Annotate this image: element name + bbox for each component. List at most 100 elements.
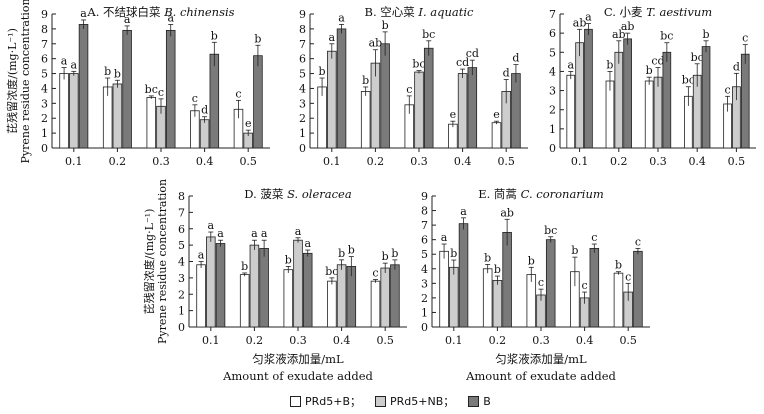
legend-label-b: B (483, 394, 491, 408)
x-tick-label-c: 0.5 (728, 155, 746, 168)
significance-letter-b: c (406, 83, 412, 96)
x-tick-label-e: 0.2 (489, 334, 507, 347)
significance-letter-d: a (251, 227, 258, 240)
bar-d (249, 244, 260, 328)
bar-d (196, 264, 206, 328)
x-tick-label-d: 0.1 (202, 334, 220, 347)
x-tick-label-a: 0.2 (109, 155, 127, 168)
x-tick-label-a: 0.5 (239, 155, 257, 168)
title-species-b: I. aquatic (417, 5, 474, 19)
significance-letter-d: b (285, 253, 292, 266)
bar-c (740, 53, 750, 149)
y-tick-label-c: 5 (549, 46, 556, 59)
significance-letter-a: a (71, 58, 78, 71)
legend-swatch-b (468, 395, 480, 407)
x-tick-label-d: 0.2 (246, 334, 264, 347)
y-tick-label-b: 0 (299, 142, 306, 155)
x-tick-label-a: 0.1 (65, 155, 83, 168)
bar-e (526, 274, 537, 328)
y-tick-label-a: 4 (41, 82, 48, 95)
y-tick-label-d: 3 (178, 272, 185, 285)
bar-c (605, 80, 615, 149)
y-tick-label-b: 5 (299, 68, 306, 81)
significance-letter-b: b (382, 19, 389, 32)
significance-letter-b: b (362, 74, 369, 87)
title-prefix-e: E. 茼蒿 (478, 187, 520, 201)
bar-d (206, 236, 216, 328)
bar-b (327, 50, 337, 149)
bar-b (360, 91, 371, 149)
y-tick-label-d: 6 (178, 223, 185, 236)
significance-letter-c: c (742, 32, 748, 45)
y-axis-label-cn-d: 芘残留浓度/(mg·L⁻¹) (142, 209, 156, 315)
legend-label-prd5-nb: PRd5+NB； (390, 395, 455, 408)
significance-letter-a: b (254, 32, 261, 45)
significance-letter-d: a (198, 249, 205, 262)
bar-d (380, 267, 390, 328)
y-tick-label-e: 0 (421, 321, 428, 334)
significance-letter-c: c (724, 83, 730, 96)
x-tick-label-b: 0.5 (497, 155, 515, 168)
significance-letter-d: b (338, 247, 345, 260)
title-species-c: T. aestivum (646, 5, 712, 19)
significance-letter-d: a (208, 219, 215, 232)
significance-letter-d: b (391, 247, 398, 260)
bar-c (566, 74, 576, 149)
bar-c (662, 51, 672, 149)
title-species-d: S. oleracea (287, 187, 352, 201)
bar-c (644, 80, 654, 149)
significance-letter-d: a (217, 227, 224, 240)
bar-a (78, 24, 89, 149)
significance-letter-c: bc (660, 30, 673, 43)
bar-e (458, 223, 469, 328)
significance-letter-e: a (441, 231, 448, 244)
chart-title-a: A. 不结球白菜 B. chinensis (86, 5, 234, 19)
legend-swatch-prd5-b (290, 395, 301, 407)
significance-letter-b: a (338, 11, 345, 24)
x-tick-label-e: 0.3 (532, 334, 550, 347)
significance-letter-e: c (635, 235, 641, 248)
y-tick-label-d: 8 (178, 190, 185, 203)
y-tick-label-b: 1 (299, 127, 306, 140)
y-tick-label-a: 1 (41, 127, 48, 140)
y-tick-label-a: 3 (41, 97, 48, 110)
significance-letter-e: ab (500, 206, 514, 219)
bar-e (589, 247, 600, 328)
x-tick-label-a: 0.4 (196, 155, 214, 168)
significance-letter-b: d (503, 67, 510, 80)
chart-title-d: D. 菠菜 S. oleracea (244, 187, 352, 201)
title-species-e: C. coronarium (521, 187, 604, 201)
significance-letter-a: a (80, 7, 87, 20)
bar-a (209, 53, 220, 149)
bar-e (439, 250, 449, 328)
bar-b (491, 122, 502, 149)
y-tick-label-b: 6 (299, 53, 306, 66)
x-tick-label-d: 0.4 (333, 334, 351, 347)
y-tick-label-e: 8 (421, 205, 428, 218)
bar-d (336, 264, 347, 328)
y-tick-label-e: 2 (421, 292, 428, 305)
significance-letter-a: a (167, 11, 174, 24)
bar-d (302, 252, 313, 328)
significance-letter-c: d (733, 60, 740, 73)
bar-a (69, 73, 79, 149)
bar-d (239, 274, 250, 328)
y-tick-label-b: 9 (299, 8, 306, 21)
y-tick-label-e: 7 (421, 219, 428, 232)
title-species-a: B. chinensis (163, 5, 234, 19)
y-axis-label-cn-a: 芘残留浓度/(mg·L⁻¹) (5, 28, 19, 134)
significance-letter-b: ab (369, 37, 383, 50)
bar-e (502, 231, 512, 328)
x-tick-label-c: 0.4 (688, 155, 706, 168)
y-tick-label-e: 9 (421, 190, 428, 203)
bar-a (253, 55, 263, 149)
y-tick-label-a: 5 (41, 68, 48, 81)
y-tick-label-e: 3 (421, 277, 428, 290)
x-tick-label-b: 0.4 (454, 155, 472, 168)
significance-letter-a: c (158, 86, 164, 99)
bar-d (215, 243, 226, 328)
bar-b (317, 86, 327, 149)
bar-d (293, 239, 303, 328)
x-axis-label-cn-e: 匀浆液添加量/mL (495, 352, 587, 366)
